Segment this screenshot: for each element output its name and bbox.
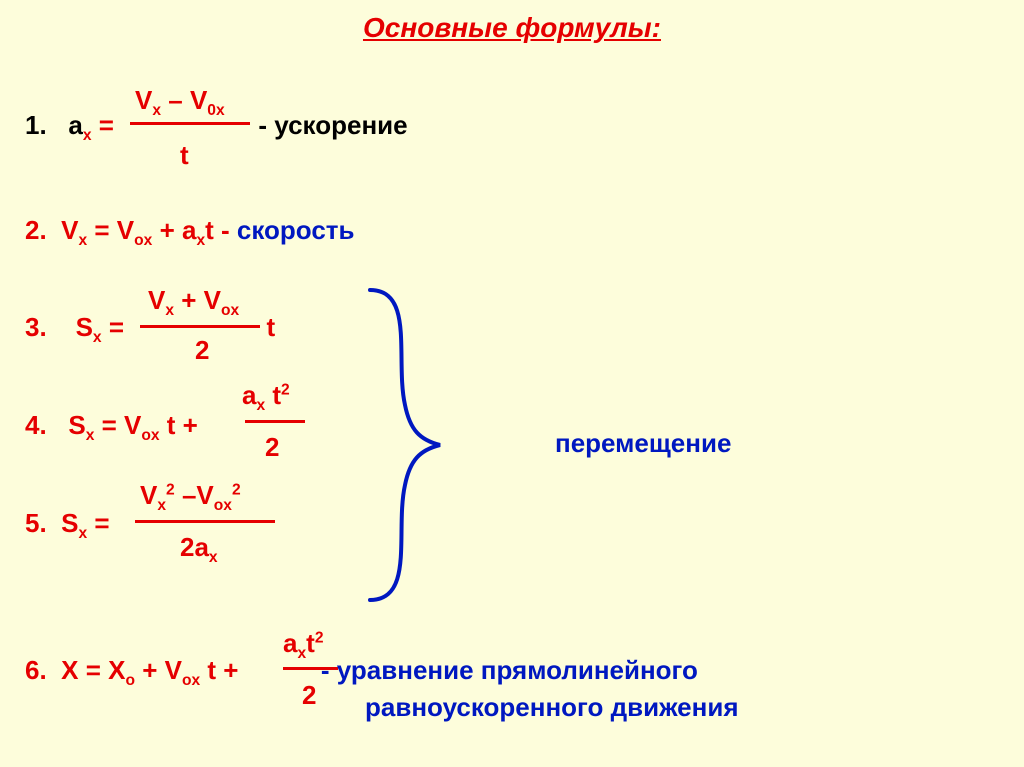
slide: Основные формулы: Vx – V0x 1. ax = - уск… — [0, 0, 1024, 767]
f6-lhs: 6. X = Xo + Vox t + - уравнение прямолин… — [25, 655, 698, 690]
brace-icon — [0, 0, 1024, 767]
brace-label: перемещение — [555, 428, 731, 459]
f6-denominator: 2 — [302, 680, 316, 711]
f6-label-line2: равноускоренного движения — [365, 692, 739, 723]
